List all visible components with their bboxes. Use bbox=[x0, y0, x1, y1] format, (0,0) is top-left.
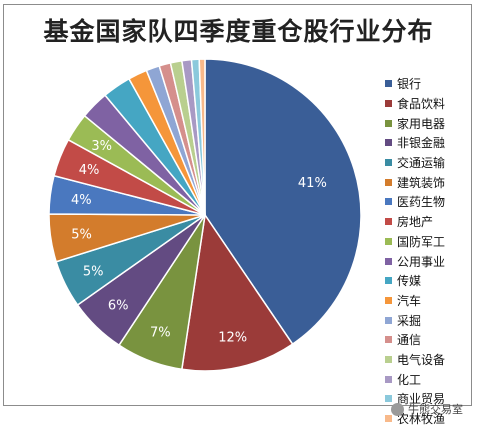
legend-label: 交通运输 bbox=[397, 156, 446, 171]
data-label-8: 3% bbox=[91, 139, 112, 154]
legend-label: 国防军工 bbox=[397, 234, 446, 249]
watermark: 牛熊交易室 bbox=[391, 401, 463, 417]
legend-swatch bbox=[385, 178, 392, 186]
legend-swatch bbox=[385, 257, 392, 265]
legend-swatch bbox=[385, 336, 392, 344]
pie-chart: 41% 12% 7% 6% 5% 5% 4% 4% 3% bbox=[48, 58, 362, 372]
legend-label: 通信 bbox=[397, 333, 422, 348]
legend-swatch bbox=[385, 395, 392, 403]
legend-swatch bbox=[385, 159, 392, 167]
legend-item-7: 房地产 bbox=[385, 212, 445, 232]
legend-item-12: 采掘 bbox=[385, 310, 445, 330]
wechat-icon bbox=[391, 402, 404, 416]
legend-swatch bbox=[385, 375, 392, 383]
legend-swatch bbox=[385, 218, 392, 226]
legend-swatch bbox=[385, 80, 392, 88]
legend-item-13: 通信 bbox=[385, 330, 445, 350]
legend-label: 非银金融 bbox=[397, 136, 446, 151]
legend-label: 传媒 bbox=[397, 274, 422, 289]
legend-item-8: 国防军工 bbox=[385, 232, 445, 252]
legend-swatch bbox=[385, 316, 392, 324]
legend-label: 商业贸易 bbox=[397, 392, 446, 407]
data-label-6: 4% bbox=[71, 193, 92, 208]
legend-label: 银行 bbox=[397, 77, 422, 92]
legend-item-15: 化工 bbox=[385, 369, 445, 389]
legend-item-5: 建筑装饰 bbox=[385, 172, 445, 192]
legend-label: 采掘 bbox=[397, 313, 422, 328]
data-label-4: 5% bbox=[83, 264, 104, 279]
legend-item-16: 商业贸易 bbox=[385, 389, 445, 409]
legend-swatch bbox=[385, 100, 392, 108]
legend-swatch bbox=[385, 119, 392, 127]
data-label-1: 12% bbox=[218, 331, 247, 346]
legend-label: 汽车 bbox=[397, 293, 422, 308]
legend-item-3: 非银金融 bbox=[385, 133, 445, 153]
watermark-text: 牛熊交易室 bbox=[408, 403, 463, 416]
legend-label: 房地产 bbox=[397, 215, 434, 230]
legend-label: 公用事业 bbox=[397, 254, 446, 269]
pie-slice-0 bbox=[204, 58, 362, 346]
legend-label: 电气设备 bbox=[397, 352, 446, 367]
chart-title: 基金国家队四季度重仓股行业分布 bbox=[43, 17, 434, 46]
legend-swatch bbox=[385, 237, 392, 245]
legend-item-0: 银行 bbox=[385, 74, 445, 94]
legend-item-14: 电气设备 bbox=[385, 350, 445, 370]
legend-item-6: 医药生物 bbox=[385, 192, 445, 212]
legend-label: 家用电器 bbox=[397, 116, 446, 131]
legend-item-11: 汽车 bbox=[385, 291, 445, 311]
data-label-5: 5% bbox=[71, 228, 92, 243]
legend-label: 医药生物 bbox=[397, 195, 446, 210]
legend-item-4: 交通运输 bbox=[385, 153, 445, 173]
legend-item-9: 公用事业 bbox=[385, 251, 445, 271]
legend-swatch bbox=[385, 139, 392, 147]
legend-swatch bbox=[385, 296, 392, 304]
data-label-0: 41% bbox=[298, 176, 327, 191]
legend-item-2: 家用电器 bbox=[385, 113, 445, 133]
data-label-2: 7% bbox=[150, 326, 171, 341]
legend-swatch bbox=[385, 277, 392, 285]
legend-swatch bbox=[385, 355, 392, 363]
legend-label: 食品饮料 bbox=[397, 97, 446, 112]
legend-item-10: 传媒 bbox=[385, 271, 445, 291]
data-label-3: 6% bbox=[108, 299, 129, 314]
legend-swatch bbox=[385, 198, 392, 206]
pie-slice-17 bbox=[198, 58, 206, 216]
legend-label: 建筑装饰 bbox=[397, 175, 446, 190]
data-label-7: 4% bbox=[79, 163, 100, 178]
legend: 银行食品饮料家用电器非银金融交通运输建筑装饰医药生物房地产国防军工公用事业传媒汽… bbox=[385, 74, 445, 428]
pie-slice-1 bbox=[180, 212, 294, 372]
legend-item-1: 食品饮料 bbox=[385, 94, 445, 114]
legend-label: 化工 bbox=[397, 372, 422, 387]
